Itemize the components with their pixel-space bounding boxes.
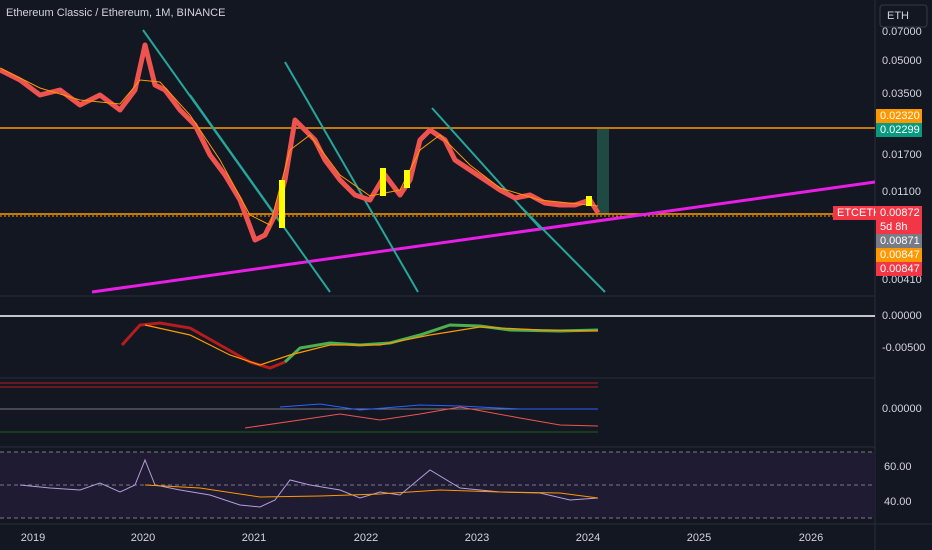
price-label: 0.01100 <box>882 186 921 198</box>
symbol-title: Ethereum Classic / Ethereum, 1M, BINANCE <box>6 7 225 19</box>
macd-line <box>120 321 286 370</box>
time-label: 2023 <box>465 532 489 544</box>
price-tag-label: 0.02320 <box>880 110 920 122</box>
time-label: 2020 <box>131 532 155 544</box>
signal-candle <box>279 180 285 228</box>
price-tag-label: 0.00847 <box>880 249 920 261</box>
price-label: 0.01700 <box>882 149 922 161</box>
trendlines <box>142 29 606 293</box>
rsi-label: 60.00 <box>884 461 912 473</box>
signal-candle <box>586 196 592 206</box>
price-tag <box>876 109 922 123</box>
price-label: 0.00410 <box>882 274 922 286</box>
signal-candle <box>380 168 386 196</box>
price-tag <box>876 234 922 248</box>
projection-box <box>597 129 609 214</box>
price-tag-label: 0.00872 <box>880 207 920 219</box>
price-tag <box>876 123 922 137</box>
price-label: 0.07000 <box>882 26 922 38</box>
macd-line <box>283 323 599 364</box>
osc-label: 0.00000 <box>882 403 922 415</box>
rsi-line <box>19 458 599 508</box>
osc-line <box>279 403 598 411</box>
time-label: 2026 <box>799 532 823 544</box>
price-tag <box>876 206 922 234</box>
currency-button[interactable] <box>879 4 928 28</box>
time-label: 2019 <box>21 532 45 544</box>
macd-label: 0.00000 <box>882 310 922 322</box>
time-label: 2022 <box>354 532 378 544</box>
trendline <box>91 180 876 294</box>
price-tag <box>876 248 922 262</box>
price-tag <box>876 262 922 276</box>
time-label: 2024 <box>576 532 600 544</box>
time-axis: 2019 2020 2021 2022 2023 2024 2025 2026 <box>21 532 823 544</box>
price-label: 0.05000 <box>882 55 922 67</box>
time-label: 2025 <box>687 532 711 544</box>
countdown: 5d 8h <box>880 221 908 233</box>
rsi-label: 40.00 <box>884 496 912 508</box>
moving-average <box>0 67 599 226</box>
price-axis: 0.07000 0.05000 0.03500 0.01700 0.01100 … <box>882 26 922 286</box>
macd-label: -0.00500 <box>882 342 925 354</box>
currency[interactable]: ETH <box>887 10 909 22</box>
price-tag-label: 0.02299 <box>880 124 920 136</box>
signal-line <box>144 324 599 366</box>
price-label: 0.03500 <box>882 88 922 100</box>
symbol-tag <box>833 206 876 220</box>
signal-candle <box>404 170 410 188</box>
time-label: 2021 <box>242 532 266 544</box>
rsi-ma <box>144 484 599 499</box>
symbol-tag-label: ETCETH <box>837 207 881 219</box>
price-tag-label: 0.00847 <box>880 263 920 275</box>
price-tag-label: 0.00871 <box>880 235 920 247</box>
osc-line <box>244 406 599 429</box>
